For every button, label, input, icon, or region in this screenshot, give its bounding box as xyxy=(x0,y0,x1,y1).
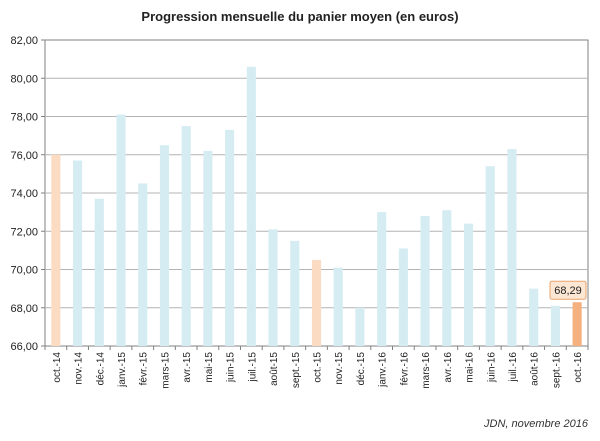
y-tick-label: 68,00 xyxy=(10,303,38,315)
y-tick-label: 76,00 xyxy=(10,150,38,162)
bar xyxy=(94,198,104,346)
y-tick-label: 66,00 xyxy=(10,341,38,353)
bar xyxy=(311,259,322,346)
x-tick-label: oct.-15 xyxy=(313,352,324,383)
x-tick-label: mai-16 xyxy=(465,352,476,383)
y-tick-label: 74,00 xyxy=(10,188,38,200)
x-tick-label: janv.-15 xyxy=(117,352,128,388)
bar xyxy=(572,302,582,346)
x-tick-label: juin-16 xyxy=(486,352,497,383)
x-tick-label: oct.-16 xyxy=(573,352,584,383)
bar xyxy=(485,166,495,346)
y-tick-label: 80,00 xyxy=(10,73,38,85)
bar xyxy=(463,223,474,346)
x-tick-label: juin-15 xyxy=(226,352,237,383)
x-tick-label: juil.-15 xyxy=(247,352,258,383)
x-tick-label: nov.-15 xyxy=(334,352,345,385)
x-tick-label: août-16 xyxy=(530,352,541,386)
source-note: JDN, novembre 2016 xyxy=(484,418,588,430)
x-tick-label: avr.-16 xyxy=(443,352,454,383)
y-tick-label: 78,00 xyxy=(10,112,38,124)
y-tick-label: 82,00 xyxy=(10,35,38,47)
x-tick-label: avr.-15 xyxy=(182,352,193,383)
x-tick-label: févr.-16 xyxy=(399,352,410,386)
bar xyxy=(51,154,61,346)
bar xyxy=(138,183,148,346)
y-tick-label: 70,00 xyxy=(10,265,38,277)
bar xyxy=(507,149,517,346)
bar xyxy=(290,240,300,346)
y-tick-label: 72,00 xyxy=(10,226,38,238)
bar xyxy=(355,307,365,346)
x-tick-label: déc.-14 xyxy=(95,352,106,386)
bar xyxy=(550,305,560,346)
bar xyxy=(398,248,408,346)
x-tick-label: janv.-16 xyxy=(378,352,389,388)
bar xyxy=(159,145,170,346)
bar xyxy=(246,66,256,347)
bar xyxy=(529,288,539,346)
bar xyxy=(181,126,191,346)
bar xyxy=(268,229,278,346)
bar xyxy=(225,129,235,346)
bar xyxy=(203,150,213,346)
x-tick-label: févr.-15 xyxy=(139,352,150,386)
x-tick-label: mai-15 xyxy=(204,352,215,383)
x-tick-label: juil.-16 xyxy=(508,352,519,383)
x-tick-label: déc.-15 xyxy=(356,352,367,386)
x-tick-label: mars-15 xyxy=(160,352,171,389)
value-callout-label: 68,29 xyxy=(554,285,582,297)
x-tick-label: nov.-14 xyxy=(74,352,85,385)
bar xyxy=(333,267,343,346)
x-tick-label: oct.-14 xyxy=(52,352,63,383)
x-tick-label: sept.-16 xyxy=(551,352,562,389)
value-callout-box xyxy=(549,280,587,300)
bar xyxy=(442,210,452,346)
x-tick-label: août-15 xyxy=(269,352,280,386)
chart-title: Progression mensuelle du panier moyen (e… xyxy=(141,9,459,24)
x-tick-label: mars-16 xyxy=(421,352,432,389)
bar xyxy=(116,114,126,347)
bar xyxy=(377,212,387,346)
x-tick-label: sept.-15 xyxy=(291,352,302,389)
bar xyxy=(420,215,430,346)
bar xyxy=(73,160,83,346)
